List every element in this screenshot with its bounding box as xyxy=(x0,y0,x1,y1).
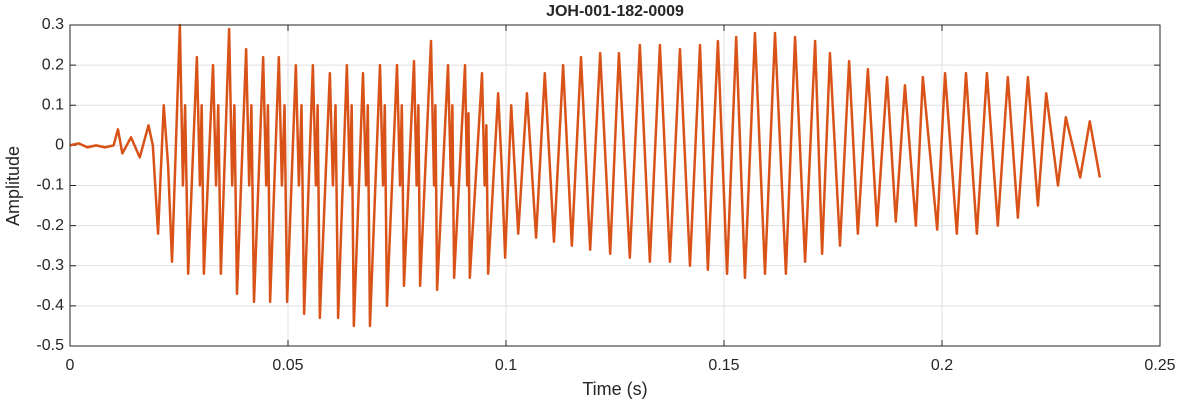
x-axis-label: Time (s) xyxy=(582,379,647,399)
y-tick-label: -0.4 xyxy=(36,297,64,314)
y-tick-label: 0.2 xyxy=(42,56,64,73)
y-tick-label: 0.1 xyxy=(42,96,64,113)
x-tick-label: 0.05 xyxy=(272,357,303,374)
x-tick-label: 0 xyxy=(66,357,75,374)
axes-box xyxy=(69,24,1161,347)
y-tick-label: -0.5 xyxy=(36,337,64,354)
x-tick-label: 0.15 xyxy=(708,357,739,374)
y-tick-label: 0.3 xyxy=(42,16,64,33)
x-tick-label: 0.1 xyxy=(495,357,517,374)
y-tick-label: -0.2 xyxy=(36,217,64,234)
y-axis-label: Amplitude xyxy=(3,146,23,226)
y-tick-label: -0.1 xyxy=(36,177,64,194)
x-tick-label: 0.25 xyxy=(1144,357,1175,374)
waveform-line xyxy=(69,23,1102,328)
chart-title: JOH-001-182-0009 xyxy=(546,3,684,20)
x-tick-label: 0.2 xyxy=(931,357,953,374)
y-tick-label: 0 xyxy=(55,137,64,154)
y-tick-label: -0.3 xyxy=(36,257,64,274)
